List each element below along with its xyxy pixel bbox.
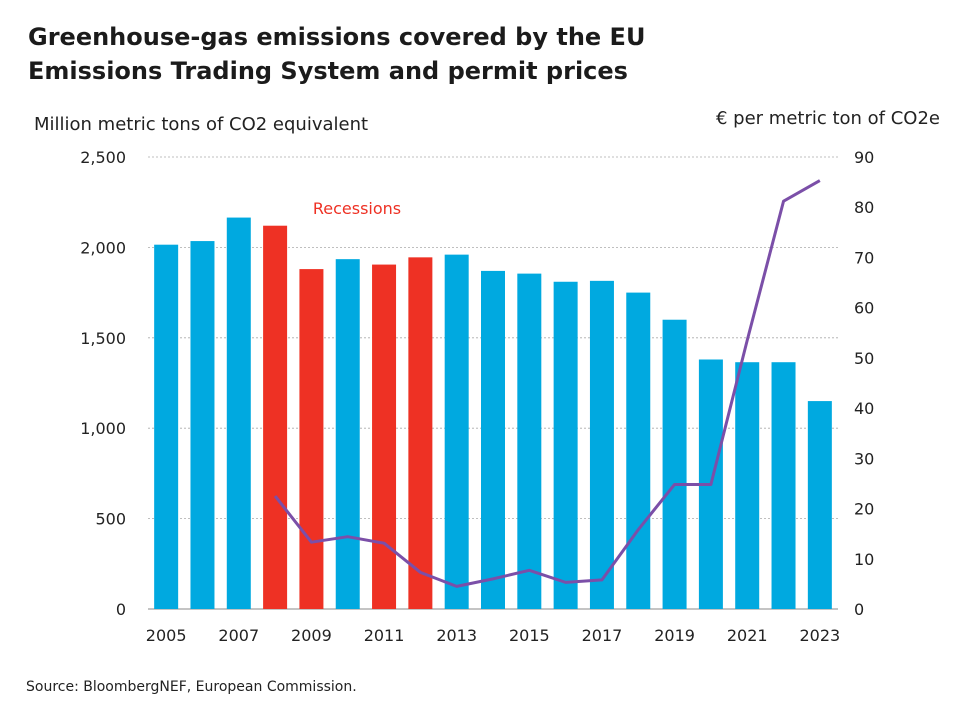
x-tick-label: 2009 bbox=[291, 626, 332, 645]
y-tick-label-right: 30 bbox=[854, 449, 874, 468]
y-tick-label-left: 500 bbox=[95, 510, 126, 529]
bar bbox=[444, 254, 469, 609]
y-tick-label-right: 90 bbox=[854, 148, 874, 167]
bar-recession bbox=[263, 225, 288, 610]
bar-recession bbox=[299, 269, 324, 609]
y-tick-label-right: 40 bbox=[854, 399, 874, 418]
bar bbox=[190, 241, 215, 609]
source-note: Source: BloombergNEF, European Commissio… bbox=[26, 679, 357, 695]
x-tick-label: 2007 bbox=[218, 626, 259, 645]
y-tick-label-right: 50 bbox=[854, 349, 874, 368]
y-tick-label-left: 1,500 bbox=[80, 329, 126, 348]
x-tick-label: 2021 bbox=[727, 626, 768, 645]
x-tick-label: 2011 bbox=[364, 626, 405, 645]
bar bbox=[662, 319, 687, 609]
chart-title: Greenhouse-gas emissions covered by the … bbox=[28, 20, 908, 88]
bar bbox=[626, 292, 651, 609]
bar bbox=[335, 259, 360, 609]
y-tick-label-left: 2,000 bbox=[80, 238, 126, 257]
bar-recession bbox=[372, 264, 397, 609]
bar bbox=[807, 401, 832, 609]
bar-recession bbox=[408, 257, 433, 609]
price-line bbox=[273, 179, 821, 588]
x-tick-label: 2017 bbox=[582, 626, 623, 645]
title-line-1: Greenhouse-gas emissions covered by the … bbox=[28, 23, 646, 51]
y-tick-label-right: 10 bbox=[854, 550, 874, 569]
bar bbox=[154, 244, 179, 610]
x-tick-label: 2019 bbox=[654, 626, 695, 645]
y-tick-label-right: 20 bbox=[854, 500, 874, 519]
y-tick-label-right: 80 bbox=[854, 198, 874, 217]
bar bbox=[517, 273, 542, 609]
x-tick-label: 2005 bbox=[146, 626, 187, 645]
x-tick-label: 2013 bbox=[436, 626, 477, 645]
y-tick-label-left: 1,000 bbox=[80, 419, 126, 438]
bar bbox=[735, 362, 760, 609]
bar bbox=[553, 281, 578, 609]
y-tick-label-right: 60 bbox=[854, 299, 874, 318]
recessions-annotation: Recessions bbox=[313, 199, 401, 218]
title-line-2: Emissions Trading System and permit pric… bbox=[28, 57, 628, 85]
bar bbox=[481, 270, 505, 609]
y-axis-right-label: € per metric ton of CO2e bbox=[715, 108, 940, 129]
bar bbox=[771, 362, 796, 609]
y-tick-label-left: 2,500 bbox=[80, 148, 126, 167]
y-tick-label-left: 0 bbox=[116, 600, 126, 619]
x-tick-label: 2015 bbox=[509, 626, 550, 645]
y-tick-label-right: 70 bbox=[854, 248, 874, 267]
bar bbox=[589, 280, 614, 609]
y-axis-left-label: Million metric tons of CO2 equivalent bbox=[34, 114, 369, 135]
y-tick-label-right: 0 bbox=[854, 600, 864, 619]
x-tick-label: 2023 bbox=[799, 626, 840, 645]
bar bbox=[226, 217, 251, 609]
